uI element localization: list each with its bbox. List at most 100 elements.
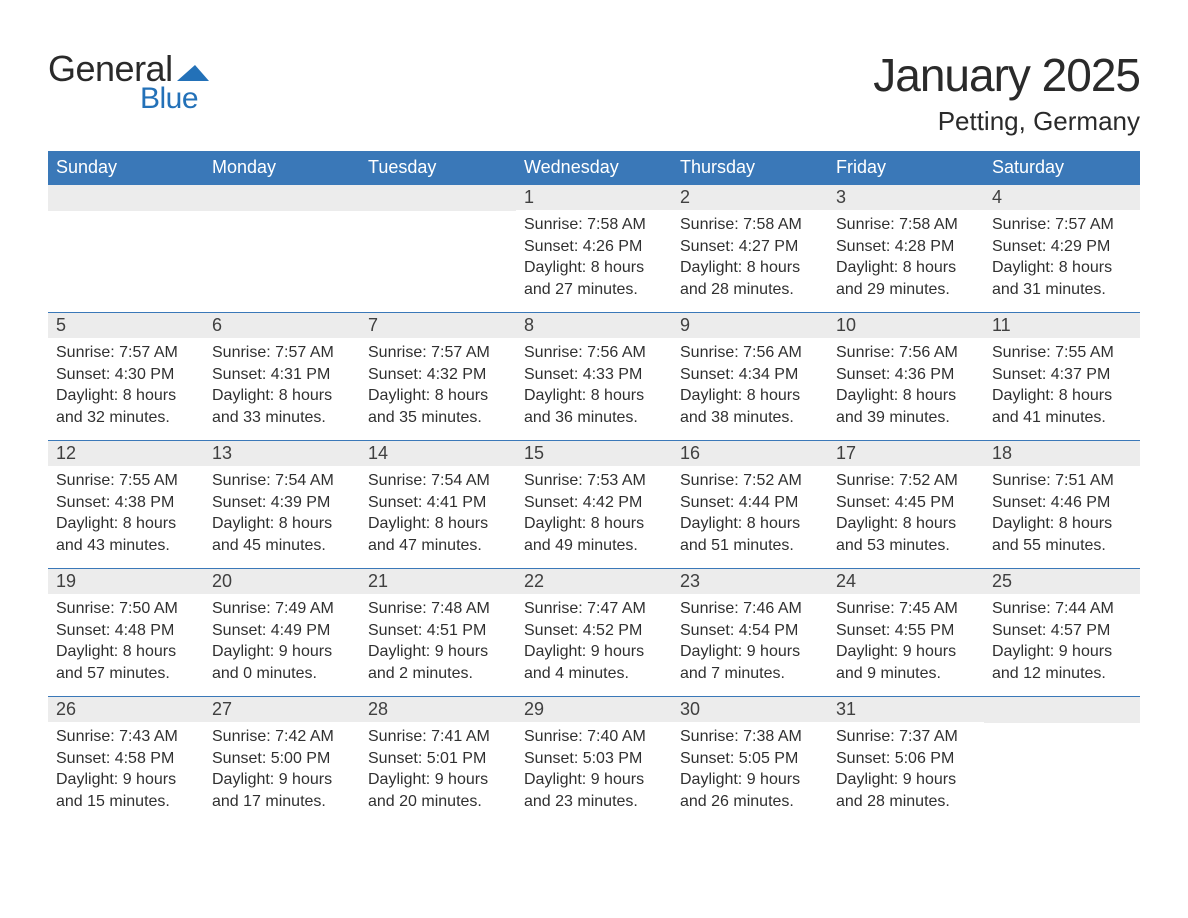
day-cell: 17Sunrise: 7:52 AMSunset: 4:45 PMDayligh… <box>828 441 984 569</box>
daylight2-text: and 12 minutes. <box>992 663 1132 685</box>
day-number: 9 <box>680 315 690 335</box>
day-cell: 20Sunrise: 7:49 AMSunset: 4:49 PMDayligh… <box>204 569 360 697</box>
day-number-bar: 10 <box>828 313 984 338</box>
daylight1-text: Daylight: 9 hours <box>836 641 976 663</box>
daylight1-text: Daylight: 9 hours <box>524 641 664 663</box>
day-number: 13 <box>212 443 232 463</box>
sunset-text: Sunset: 4:54 PM <box>680 620 820 642</box>
day-number-bar: 25 <box>984 569 1140 594</box>
day-body: Sunrise: 7:58 AMSunset: 4:28 PMDaylight:… <box>828 210 984 308</box>
day-number-bar: 30 <box>672 697 828 722</box>
day-body: Sunrise: 7:52 AMSunset: 4:44 PMDaylight:… <box>672 466 828 564</box>
daylight2-text: and 39 minutes. <box>836 407 976 429</box>
day-cell: 9 Sunrise: 7:56 AMSunset: 4:34 PMDaylight… <box>672 313 828 441</box>
day-body: Sunrise: 7:40 AMSunset: 5:03 PMDaylight:… <box>516 722 672 820</box>
day-cell: 21Sunrise: 7:48 AMSunset: 4:51 PMDayligh… <box>360 569 516 697</box>
sunrise-text: Sunrise: 7:55 AM <box>56 470 196 492</box>
daylight2-text: and 49 minutes. <box>524 535 664 557</box>
sunrise-text: Sunrise: 7:43 AM <box>56 726 196 748</box>
daylight1-text: Daylight: 9 hours <box>368 641 508 663</box>
sunset-text: Sunset: 5:05 PM <box>680 748 820 770</box>
calendar-table: Sunday Monday Tuesday Wednesday Thursday… <box>48 151 1140 825</box>
daylight2-text: and 35 minutes. <box>368 407 508 429</box>
day-number-bar: 24 <box>828 569 984 594</box>
day-body: Sunrise: 7:43 AMSunset: 4:58 PMDaylight:… <box>48 722 204 820</box>
sunset-text: Sunset: 5:00 PM <box>212 748 352 770</box>
day-body: Sunrise: 7:41 AMSunset: 5:01 PMDaylight:… <box>360 722 516 820</box>
day-cell: 24Sunrise: 7:45 AMSunset: 4:55 PMDayligh… <box>828 569 984 697</box>
daylight2-text: and 53 minutes. <box>836 535 976 557</box>
daylight2-text: and 28 minutes. <box>836 791 976 813</box>
day-body: Sunrise: 7:38 AMSunset: 5:05 PMDaylight:… <box>672 722 828 820</box>
day-number: 23 <box>680 571 700 591</box>
day-number-bar: 5 <box>48 313 204 338</box>
day-number: 24 <box>836 571 856 591</box>
day-number-bar: 31 <box>828 697 984 722</box>
daylight2-text: and 2 minutes. <box>368 663 508 685</box>
day-number-bar: 14 <box>360 441 516 466</box>
day-number-bar: 19 <box>48 569 204 594</box>
day-body: Sunrise: 7:55 AMSunset: 4:38 PMDaylight:… <box>48 466 204 564</box>
week-row: 12Sunrise: 7:55 AMSunset: 4:38 PMDayligh… <box>48 441 1140 569</box>
week-row: 26Sunrise: 7:43 AMSunset: 4:58 PMDayligh… <box>48 697 1140 825</box>
sunset-text: Sunset: 4:39 PM <box>212 492 352 514</box>
day-body: Sunrise: 7:50 AMSunset: 4:48 PMDaylight:… <box>48 594 204 692</box>
sunrise-text: Sunrise: 7:51 AM <box>992 470 1132 492</box>
day-number-bar <box>48 185 204 211</box>
sunrise-text: Sunrise: 7:50 AM <box>56 598 196 620</box>
sunset-text: Sunset: 4:38 PM <box>56 492 196 514</box>
calendar-thead: Sunday Monday Tuesday Wednesday Thursday… <box>48 151 1140 185</box>
day-number-bar <box>984 697 1140 723</box>
sunrise-text: Sunrise: 7:54 AM <box>212 470 352 492</box>
sunset-text: Sunset: 4:28 PM <box>836 236 976 258</box>
day-number-bar: 3 <box>828 185 984 210</box>
sunset-text: Sunset: 4:36 PM <box>836 364 976 386</box>
sunrise-text: Sunrise: 7:52 AM <box>836 470 976 492</box>
day-number: 7 <box>368 315 378 335</box>
day-number-bar: 27 <box>204 697 360 722</box>
day-cell: 22Sunrise: 7:47 AMSunset: 4:52 PMDayligh… <box>516 569 672 697</box>
day-number: 22 <box>524 571 544 591</box>
day-number-bar: 18 <box>984 441 1140 466</box>
sunset-text: Sunset: 4:57 PM <box>992 620 1132 642</box>
day-number-bar: 26 <box>48 697 204 722</box>
sunrise-text: Sunrise: 7:40 AM <box>524 726 664 748</box>
sunrise-text: Sunrise: 7:56 AM <box>524 342 664 364</box>
sunset-text: Sunset: 4:58 PM <box>56 748 196 770</box>
sunrise-text: Sunrise: 7:54 AM <box>368 470 508 492</box>
day-body: Sunrise: 7:57 AMSunset: 4:30 PMDaylight:… <box>48 338 204 436</box>
day-number-bar: 21 <box>360 569 516 594</box>
day-body: Sunrise: 7:54 AMSunset: 4:41 PMDaylight:… <box>360 466 516 564</box>
day-cell: 19Sunrise: 7:50 AMSunset: 4:48 PMDayligh… <box>48 569 204 697</box>
sunrise-text: Sunrise: 7:58 AM <box>680 214 820 236</box>
day-number-bar: 13 <box>204 441 360 466</box>
day-body: Sunrise: 7:58 AMSunset: 4:26 PMDaylight:… <box>516 210 672 308</box>
sunrise-text: Sunrise: 7:58 AM <box>524 214 664 236</box>
day-cell: 11Sunrise: 7:55 AMSunset: 4:37 PMDayligh… <box>984 313 1140 441</box>
day-cell: 31Sunrise: 7:37 AMSunset: 5:06 PMDayligh… <box>828 697 984 825</box>
title-block: January 2025 Petting, Germany <box>873 48 1140 137</box>
day-cell: 2Sunrise: 7:58 AMSunset: 4:27 PMDaylight… <box>672 185 828 313</box>
day-cell: 26Sunrise: 7:43 AMSunset: 4:58 PMDayligh… <box>48 697 204 825</box>
sunset-text: Sunset: 4:31 PM <box>212 364 352 386</box>
day-number-bar: 1 <box>516 185 672 210</box>
daylight2-text: and 41 minutes. <box>992 407 1132 429</box>
day-cell: 29 Sunrise: 7:40 AMSunset: 5:03 PMDayligh… <box>516 697 672 825</box>
daylight1-text: Daylight: 9 hours <box>524 769 664 791</box>
day-number: 29 <box>524 699 544 719</box>
sunrise-text: Sunrise: 7:37 AM <box>836 726 976 748</box>
daylight1-text: Daylight: 8 hours <box>56 641 196 663</box>
day-body: Sunrise: 7:56 AMSunset: 4:34 PMDaylight:… <box>672 338 828 436</box>
day-body: Sunrise: 7:49 AMSunset: 4:49 PMDaylight:… <box>204 594 360 692</box>
day-cell: 16Sunrise: 7:52 AMSunset: 4:44 PMDayligh… <box>672 441 828 569</box>
daylight1-text: Daylight: 8 hours <box>524 513 664 535</box>
sunset-text: Sunset: 4:32 PM <box>368 364 508 386</box>
day-number: 25 <box>992 571 1012 591</box>
day-number-bar: 16 <box>672 441 828 466</box>
day-number: 6 <box>212 315 222 335</box>
sunrise-text: Sunrise: 7:58 AM <box>836 214 976 236</box>
daylight2-text: and 38 minutes. <box>680 407 820 429</box>
daylight1-text: Daylight: 9 hours <box>680 769 820 791</box>
daylight2-text: and 31 minutes. <box>992 279 1132 301</box>
daylight1-text: Daylight: 8 hours <box>680 257 820 279</box>
